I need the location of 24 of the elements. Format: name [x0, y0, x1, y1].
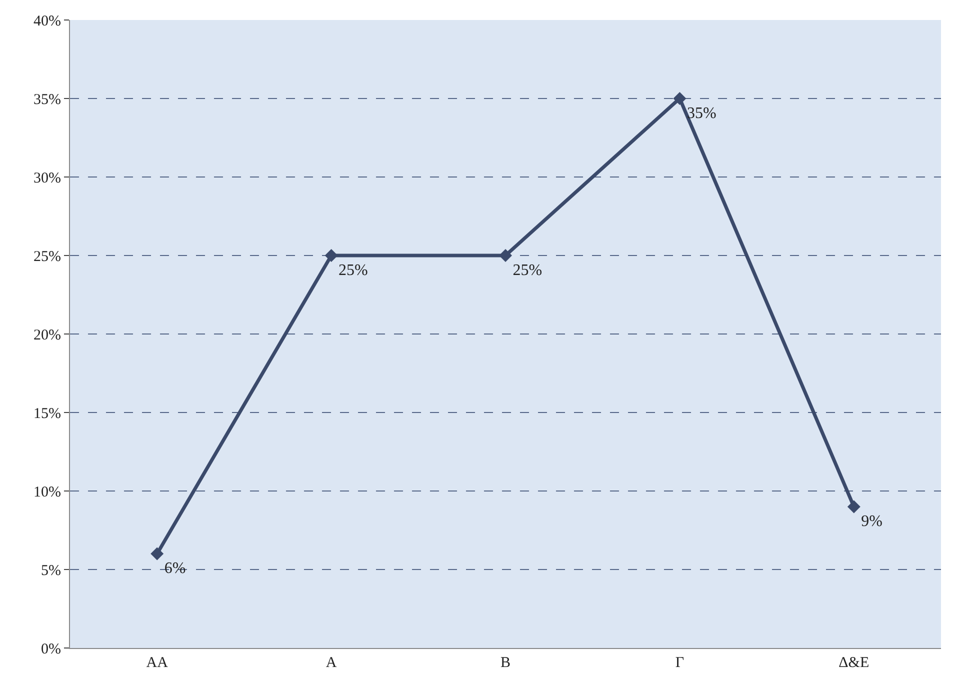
- point: [499, 249, 512, 262]
- y-tick-label: 10%: [34, 484, 61, 500]
- x-tick-label: ΑΑ: [146, 655, 168, 671]
- point: [324, 249, 338, 262]
- y-tick-label: 35%: [34, 92, 61, 108]
- point: [847, 500, 860, 514]
- y-tick-label: 25%: [34, 248, 61, 265]
- x-tick-label: Β: [500, 655, 511, 671]
- y-tick-label: 5%: [41, 562, 61, 579]
- data-label: 9%: [861, 512, 882, 530]
- data-label: 35%: [686, 104, 716, 122]
- y-tick-label: 15%: [34, 406, 61, 422]
- data-label: 25%: [338, 262, 368, 279]
- x-tick-label: Δ&Ε: [838, 655, 870, 671]
- x-tick-label: Α: [326, 655, 337, 671]
- x-tick-label: Γ: [675, 655, 684, 671]
- y-tick-label: 40%: [34, 13, 61, 30]
- y-tick-label: 30%: [34, 170, 61, 186]
- point: [673, 92, 686, 105]
- point: [150, 547, 164, 560]
- data-label: 6%: [164, 560, 186, 578]
- y-tick-label: 0%: [41, 641, 61, 658]
- y-tick-label: 20%: [34, 327, 61, 344]
- data-label: 25%: [512, 262, 542, 279]
